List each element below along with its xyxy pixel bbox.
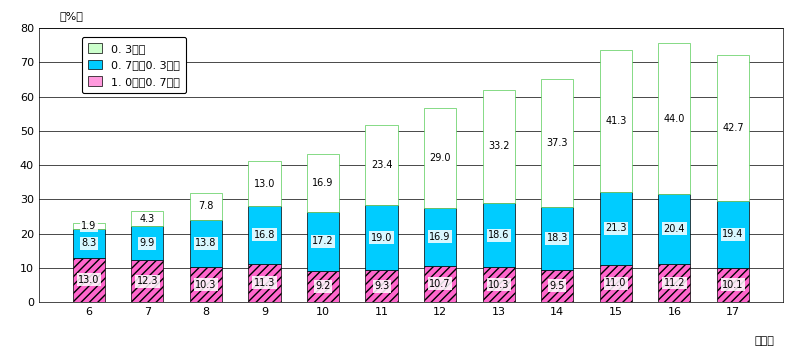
Bar — [72, 258, 105, 302]
Text: 33.2: 33.2 — [488, 141, 509, 151]
Text: 19.0: 19.0 — [371, 233, 392, 243]
Bar — [131, 260, 164, 302]
Legend: 0. 3未満, 0. 7未満0. 3以上, 1. 0未満0. 7以上: 0. 3未満, 0. 7未満0. 3以上, 1. 0未満0. 7以上 — [82, 37, 186, 93]
Bar — [72, 229, 105, 258]
Text: 17.2: 17.2 — [312, 236, 334, 246]
Text: 9.5: 9.5 — [549, 281, 565, 291]
Bar — [190, 193, 222, 220]
Text: 16.9: 16.9 — [312, 178, 334, 188]
Text: 13.8: 13.8 — [195, 238, 216, 248]
Bar — [482, 90, 515, 203]
Text: 41.3: 41.3 — [605, 116, 626, 126]
Bar — [658, 43, 690, 194]
Bar — [249, 161, 281, 206]
Text: 1.9: 1.9 — [81, 221, 97, 231]
Bar — [658, 264, 690, 302]
Bar — [424, 266, 456, 302]
Text: 10.3: 10.3 — [488, 280, 509, 290]
Text: 4.3: 4.3 — [140, 214, 155, 224]
Text: 10.1: 10.1 — [722, 280, 744, 290]
Text: 29.0: 29.0 — [430, 153, 451, 163]
Text: 21.3: 21.3 — [605, 223, 626, 233]
Text: 9.3: 9.3 — [374, 281, 390, 291]
Text: 20.4: 20.4 — [663, 224, 685, 234]
Bar — [249, 206, 281, 263]
Text: 11.2: 11.2 — [663, 278, 685, 288]
Text: 23.4: 23.4 — [371, 160, 393, 170]
Text: 18.6: 18.6 — [488, 230, 509, 240]
Text: 19.4: 19.4 — [722, 229, 744, 240]
Bar — [424, 208, 456, 266]
Text: （歳）: （歳） — [754, 337, 774, 347]
Text: 9.9: 9.9 — [140, 238, 155, 248]
Bar — [131, 212, 164, 226]
Text: 11.0: 11.0 — [605, 279, 626, 289]
Text: 10.3: 10.3 — [195, 280, 216, 290]
Text: 16.8: 16.8 — [253, 230, 275, 240]
Text: 7.8: 7.8 — [198, 201, 213, 211]
Bar — [600, 50, 632, 192]
Bar — [600, 265, 632, 302]
Bar — [482, 203, 515, 267]
Text: 12.3: 12.3 — [137, 276, 158, 286]
Text: 13.0: 13.0 — [253, 179, 275, 189]
Bar — [307, 271, 339, 302]
Bar — [424, 108, 456, 208]
Bar — [541, 207, 574, 270]
Bar — [717, 55, 749, 201]
Text: 9.2: 9.2 — [316, 281, 331, 291]
Bar — [72, 223, 105, 229]
Bar — [482, 267, 515, 302]
Text: 11.3: 11.3 — [253, 278, 275, 288]
Text: 13.0: 13.0 — [78, 275, 99, 285]
Bar — [307, 154, 339, 212]
Bar — [717, 268, 749, 302]
Text: 18.3: 18.3 — [546, 233, 568, 243]
Text: 16.9: 16.9 — [430, 232, 451, 242]
Bar — [190, 267, 222, 302]
Bar — [658, 194, 690, 264]
Bar — [131, 226, 164, 260]
Bar — [249, 263, 281, 302]
Text: 37.3: 37.3 — [546, 138, 568, 148]
Bar — [190, 220, 222, 267]
Bar — [365, 205, 397, 270]
Bar — [541, 79, 574, 207]
Bar — [717, 201, 749, 268]
Bar — [365, 270, 397, 302]
Bar — [307, 212, 339, 271]
Text: 44.0: 44.0 — [663, 113, 685, 124]
Bar — [600, 192, 632, 265]
Text: 42.7: 42.7 — [722, 123, 744, 133]
Bar — [541, 270, 574, 302]
Text: 8.3: 8.3 — [81, 238, 97, 248]
Text: （%）: （%） — [60, 11, 83, 21]
Bar — [365, 125, 397, 205]
Text: 10.7: 10.7 — [430, 279, 451, 289]
